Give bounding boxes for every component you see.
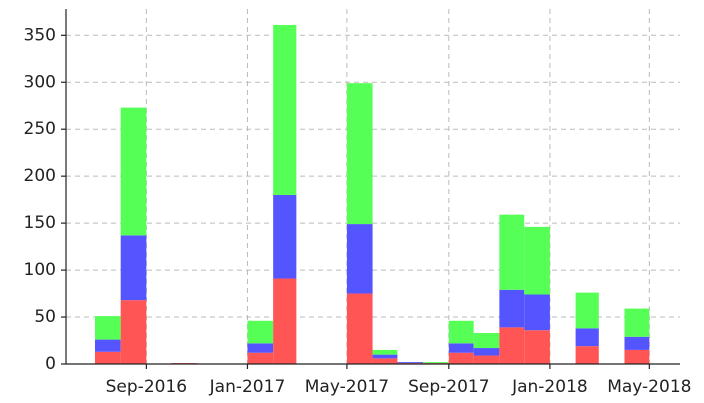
bar-segment xyxy=(473,348,500,356)
bar-segment xyxy=(499,289,525,328)
y-tick-label: 100 xyxy=(24,260,56,280)
x-tick-label: May-2018 xyxy=(607,377,691,397)
bar-segment xyxy=(247,352,274,364)
bar-segment xyxy=(95,339,121,352)
bar-segment xyxy=(575,292,599,329)
bar-segment xyxy=(624,336,650,350)
bar-segment xyxy=(346,224,373,294)
x-tick-label: Sep-2016 xyxy=(106,377,187,397)
bar-segment xyxy=(624,349,650,364)
bar-segment xyxy=(372,354,398,359)
bar-segment xyxy=(247,343,274,353)
bar-segment xyxy=(624,308,650,337)
bar-segment xyxy=(575,346,599,364)
bar-segment xyxy=(448,320,474,344)
bar-segment xyxy=(499,214,525,290)
bar-segment xyxy=(273,194,297,279)
y-tick-label: 350 xyxy=(24,25,56,45)
bar-segment xyxy=(473,333,500,349)
bar-segment xyxy=(448,343,474,353)
y-tick-label: 150 xyxy=(24,213,56,233)
bar-segment xyxy=(499,327,525,364)
y-tick-label: 200 xyxy=(24,166,56,186)
y-tick-label: 0 xyxy=(45,354,56,374)
bar-segment xyxy=(448,352,474,364)
x-tick-label: Jan-2018 xyxy=(511,377,588,397)
bar-segment xyxy=(346,83,373,225)
bar-segment xyxy=(524,226,550,295)
bar-segment xyxy=(273,278,297,364)
bar-segment xyxy=(273,24,297,195)
bar-segment xyxy=(524,294,550,331)
bar-segment xyxy=(247,320,274,344)
y-tick-label: 250 xyxy=(24,119,56,139)
bar-segment xyxy=(473,355,500,364)
bar-segment xyxy=(372,349,398,355)
x-tick-label: Jan-2017 xyxy=(209,377,286,397)
bar-segment xyxy=(397,362,424,364)
x-tick-label: Sep-2017 xyxy=(408,377,489,397)
y-tick-label: 300 xyxy=(24,72,56,92)
bar-segment xyxy=(95,316,121,340)
y-tick-label: 50 xyxy=(34,307,56,327)
bar-segment xyxy=(346,293,373,364)
bar-segment xyxy=(575,328,599,347)
bar-segment xyxy=(524,330,550,364)
bar-segment xyxy=(120,235,147,301)
bar-segment xyxy=(423,362,449,364)
bar-segment xyxy=(95,351,121,364)
bar-segment xyxy=(120,300,147,364)
bar-segment xyxy=(372,358,398,364)
bar-segment xyxy=(120,107,147,236)
x-tick-label: May-2017 xyxy=(305,377,389,397)
